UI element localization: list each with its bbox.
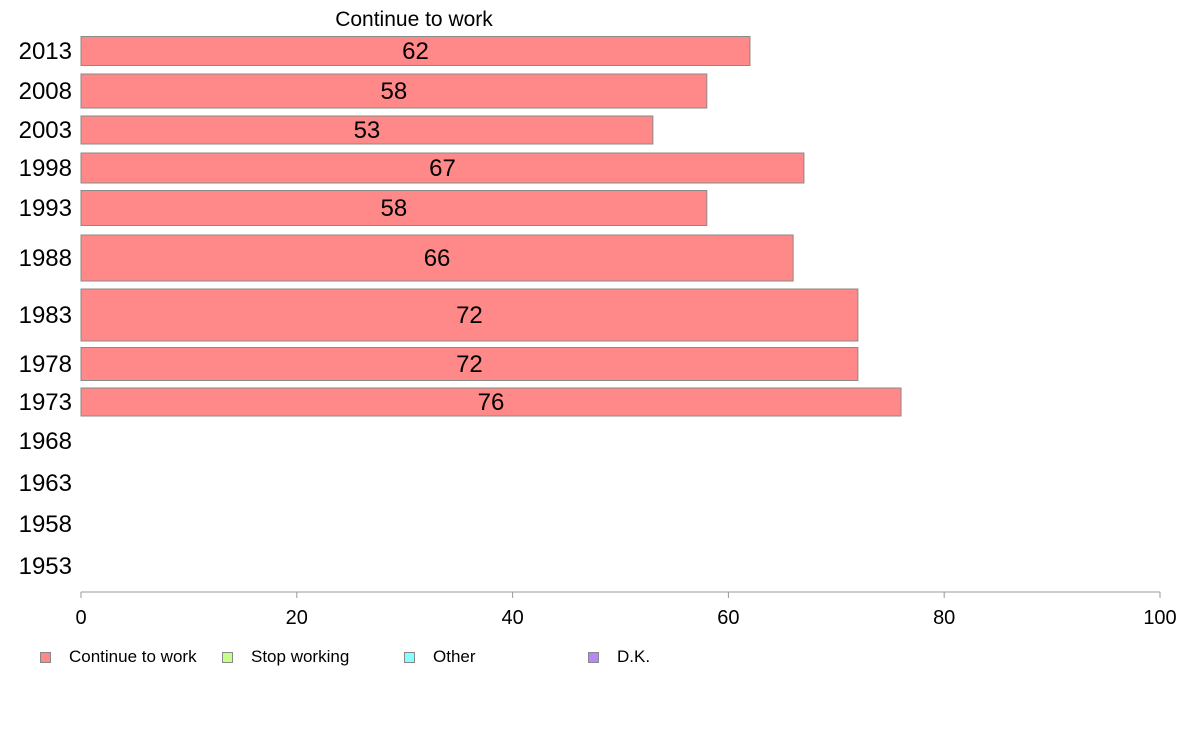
y-tick-label-1968: 1968 bbox=[19, 428, 72, 455]
legend-swatch-dk bbox=[588, 651, 599, 663]
bar-2013 bbox=[80, 36, 751, 66]
y-tick-label-1978: 1978 bbox=[19, 351, 72, 378]
y-tick-label-1993: 1993 bbox=[19, 195, 72, 222]
x-tick-label-40: 40 bbox=[501, 607, 523, 629]
data-label-1973: 76 bbox=[478, 389, 505, 416]
legend-label-continue-to-work: Continue to work bbox=[69, 647, 197, 666]
y-tick-label-1988: 1988 bbox=[19, 245, 72, 272]
x-tick-label-80: 80 bbox=[933, 607, 955, 629]
legend-swatch-stop-working bbox=[222, 651, 233, 663]
bar-1988 bbox=[80, 234, 794, 282]
bar-1998 bbox=[80, 152, 805, 184]
legend-item-other: Other bbox=[404, 647, 476, 667]
legend-swatch-continue-to-work bbox=[40, 651, 51, 663]
legend-swatch-other bbox=[404, 651, 415, 663]
x-tick-label-20: 20 bbox=[286, 607, 308, 629]
data-label-1988: 66 bbox=[424, 245, 451, 272]
data-label-2013: 62 bbox=[402, 38, 429, 65]
y-tick-label-1983: 1983 bbox=[19, 302, 72, 329]
bar-1983 bbox=[80, 288, 859, 342]
bar-2008 bbox=[80, 73, 708, 109]
x-tick-label-0: 0 bbox=[75, 607, 86, 629]
legend-label-dk: D.K. bbox=[617, 647, 651, 666]
y-tick-label-2003: 2003 bbox=[19, 117, 72, 144]
legend-label-other: Other bbox=[433, 647, 476, 666]
data-label-1978: 72 bbox=[456, 351, 483, 378]
legend-item-continue-to-work: Continue to work bbox=[40, 647, 197, 667]
y-tick-label-1973: 1973 bbox=[19, 389, 72, 416]
y-tick-label-1953: 1953 bbox=[19, 553, 72, 580]
y-tick-label-2008: 2008 bbox=[19, 78, 72, 105]
bar-1993 bbox=[80, 190, 708, 226]
data-label-2008: 58 bbox=[381, 78, 408, 105]
bar-2003 bbox=[80, 115, 654, 145]
bar-1978 bbox=[80, 347, 859, 381]
x-tick-label-100: 100 bbox=[1143, 607, 1176, 629]
data-label-2003: 53 bbox=[354, 117, 381, 144]
y-tick-label-2013: 2013 bbox=[19, 38, 72, 65]
legend-item-dk: D.K. bbox=[588, 647, 650, 667]
y-tick-label-1963: 1963 bbox=[19, 470, 72, 497]
chart-title: Continue to work bbox=[335, 8, 493, 31]
data-label-1993: 58 bbox=[381, 195, 408, 222]
bar-1973 bbox=[80, 387, 902, 417]
y-tick-label-1998: 1998 bbox=[19, 155, 72, 182]
legend-item-stop-working: Stop working bbox=[222, 647, 349, 667]
y-tick-label-1958: 1958 bbox=[19, 511, 72, 538]
x-tick-label-60: 60 bbox=[717, 607, 739, 629]
data-label-1983: 72 bbox=[456, 302, 483, 329]
legend-label-stop-working: Stop working bbox=[251, 647, 350, 666]
data-label-1998: 67 bbox=[429, 155, 456, 182]
